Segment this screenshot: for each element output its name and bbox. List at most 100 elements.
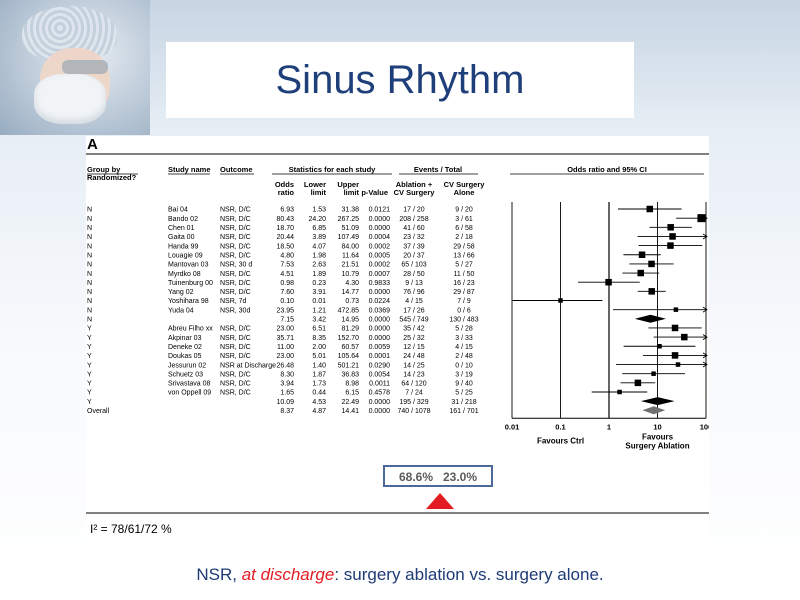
cell-lower-limit: 2.63 xyxy=(312,262,326,269)
cell-surgery-events: 31 / 218 xyxy=(451,399,476,406)
cell-odds-ratio: 7.60 xyxy=(280,289,294,296)
cell-group: N xyxy=(87,225,92,232)
cell-p-value: 0.0005 xyxy=(369,252,391,259)
cell-lower-limit: 6.51 xyxy=(312,326,326,333)
cell-odds-ratio: 8.37 xyxy=(280,408,294,415)
table-row: Y Srivastava 08 NSR, D/C 3.94 1.73 8.98 0.0011… xyxy=(87,381,473,388)
cell-upper-limit: 267.25 xyxy=(338,216,360,223)
table-row: N Handa 99 NSR, D/C 18.50 4.07 84.00 0.0002 37 … xyxy=(87,243,475,250)
ci-arrow-right xyxy=(702,352,708,359)
cell-group: N xyxy=(87,317,92,324)
table-row: Y Abreu Filho xx NSR, D/C 23.00 6.51 81.29 0.0… xyxy=(87,326,473,333)
cell-odds-ratio: 11.00 xyxy=(277,344,294,351)
cell-group: Y xyxy=(87,390,92,397)
table-row: N Gaita 00 NSR, D/C 20.44 3.89 107.49 0.0004 23… xyxy=(87,234,473,241)
cell-ablation-events: 37 / 39 xyxy=(403,243,425,250)
cell-group: N xyxy=(87,207,92,214)
cell-odds-ratio: 7.53 xyxy=(280,262,294,269)
cell-surgery-events: 9 / 40 xyxy=(455,381,473,388)
header-group-2: Randomized? xyxy=(87,173,137,182)
cell-odds-ratio: 0.10 xyxy=(280,298,294,305)
cell-p-value: 0.0059 xyxy=(369,344,391,351)
cell-upper-limit: 501.21 xyxy=(338,362,360,369)
table-row: N Bai 04 NSR, D/C 6.93 1.53 31.38 0.0121 17 / 2… xyxy=(87,207,473,214)
cell-outcome: NSR, D/C xyxy=(220,371,251,378)
cell-lower-limit: 5.01 xyxy=(312,353,326,360)
table-row: Y Jessurun 02 NSR at Discharge 26.48 1.40 501… xyxy=(87,362,473,369)
table-row: Y Schuetz 03 NSR, D/C 8.30 1.87 36.83 0.0054 14… xyxy=(87,371,473,378)
cell-study: Mantovan 03 xyxy=(168,262,209,269)
cell-lower-limit: 8.35 xyxy=(312,335,326,342)
cell-p-value: 0.0054 xyxy=(369,371,391,378)
cell-ablation-events: 545 / 749 xyxy=(399,317,428,324)
cell-ablation-events: 12 / 15 xyxy=(403,344,425,351)
cell-upper-limit: 14.77 xyxy=(341,289,359,296)
cell-upper-limit: 8.98 xyxy=(345,381,359,388)
surgical-mask xyxy=(34,74,106,124)
header-group: Group by xyxy=(87,165,121,174)
header-cv-1: CV Surgery xyxy=(444,180,486,189)
study-marker xyxy=(558,298,563,303)
cell-study: Deneke 02 xyxy=(168,344,202,351)
cell-p-value: 0.4578 xyxy=(369,390,391,397)
heterogeneity-label: I² = 78/61/72 % xyxy=(90,522,172,536)
surgeon-photo xyxy=(0,0,150,135)
cell-odds-ratio: 1.65 xyxy=(280,390,294,397)
cell-study: Yuda 04 xyxy=(168,307,194,314)
cell-outcome: NSR, 30 d xyxy=(220,262,252,269)
cell-upper-limit: 84.00 xyxy=(341,243,359,250)
cell-study: Louagie 09 xyxy=(168,252,203,259)
favours-left-label: Favours Ctrl xyxy=(537,436,584,445)
header-lo-1: Lower xyxy=(304,180,326,189)
cell-group: Y xyxy=(87,335,92,342)
cell-p-value: 0.0000 xyxy=(369,408,391,415)
cell-surgery-events: 6 / 58 xyxy=(455,225,473,232)
header-abl-2: CV Surgery xyxy=(394,188,436,197)
cell-upper-limit: 22.49 xyxy=(341,399,359,406)
header-lo-2: limit xyxy=(311,188,327,197)
cell-lower-limit: 4.53 xyxy=(312,399,326,406)
forest-rows: N Bai 04 NSR, D/C 6.93 1.53 31.38 0.0121 17 / 2… xyxy=(87,207,479,415)
table-row: N 7.15 3.42 14.95 0.0000 545 / 749 130 / 483 xyxy=(87,317,479,324)
cell-lower-limit: 1.40 xyxy=(312,362,326,369)
cell-study: Bando 02 xyxy=(168,216,198,223)
cell-ablation-events: 76 / 96 xyxy=(403,289,425,296)
cell-ablation-events: 17 / 20 xyxy=(403,207,425,214)
cell-upper-limit: 21.51 xyxy=(341,262,359,269)
study-marker xyxy=(669,233,676,240)
favours-right-label-2: Surgery Ablation xyxy=(625,441,689,450)
cell-p-value: 0.0000 xyxy=(369,326,391,333)
study-marker xyxy=(673,307,679,312)
cell-p-value: 0.0007 xyxy=(369,271,391,278)
cell-lower-limit: 1.87 xyxy=(312,371,326,378)
cell-p-value: 0.0001 xyxy=(369,353,391,360)
cell-outcome: NSR, 7d xyxy=(220,298,247,305)
cell-surgery-events: 13 / 66 xyxy=(453,252,475,259)
cell-lower-limit: 2.00 xyxy=(312,344,326,351)
table-row: Overall 8.37 4.87 14.41 0.0000 740 / 1078 161 … xyxy=(87,408,479,415)
cell-p-value: 0.0290 xyxy=(369,362,391,369)
study-marker xyxy=(648,288,655,295)
cell-upper-limit: 4.30 xyxy=(345,280,359,287)
cell-study: Schuetz 03 xyxy=(168,371,203,378)
tick-label: 0.01 xyxy=(505,422,520,431)
cell-odds-ratio: 80.43 xyxy=(276,216,294,223)
table-row: N Yuda 04 NSR, 30d 23.95 1.21 472.85 0.0369 17 … xyxy=(87,307,471,314)
overall-diamond xyxy=(642,406,666,415)
study-marker xyxy=(648,260,655,268)
cell-outcome: NSR, D/C xyxy=(220,280,251,287)
cell-group: Y xyxy=(87,371,92,378)
cell-ablation-events: 14 / 23 xyxy=(403,371,425,378)
table-row: N Mantovan 03 NSR, 30 d 7.53 2.63 21.51 0.0002… xyxy=(87,262,473,269)
cell-surgery-events: 5 / 28 xyxy=(455,326,473,333)
cell-odds-ratio: 23.95 xyxy=(276,307,294,314)
cell-lower-limit: 1.53 xyxy=(312,207,326,214)
cell-ablation-events: 740 / 1078 xyxy=(397,408,430,415)
cell-outcome: NSR at Discharge xyxy=(220,362,276,369)
cell-odds-ratio: 8.30 xyxy=(280,371,294,378)
cell-ablation-events: 208 / 258 xyxy=(399,216,428,223)
cell-lower-limit: 6.85 xyxy=(312,225,326,232)
study-marker xyxy=(675,362,681,367)
cell-upper-limit: 152.70 xyxy=(338,335,360,342)
study-marker xyxy=(671,324,679,332)
